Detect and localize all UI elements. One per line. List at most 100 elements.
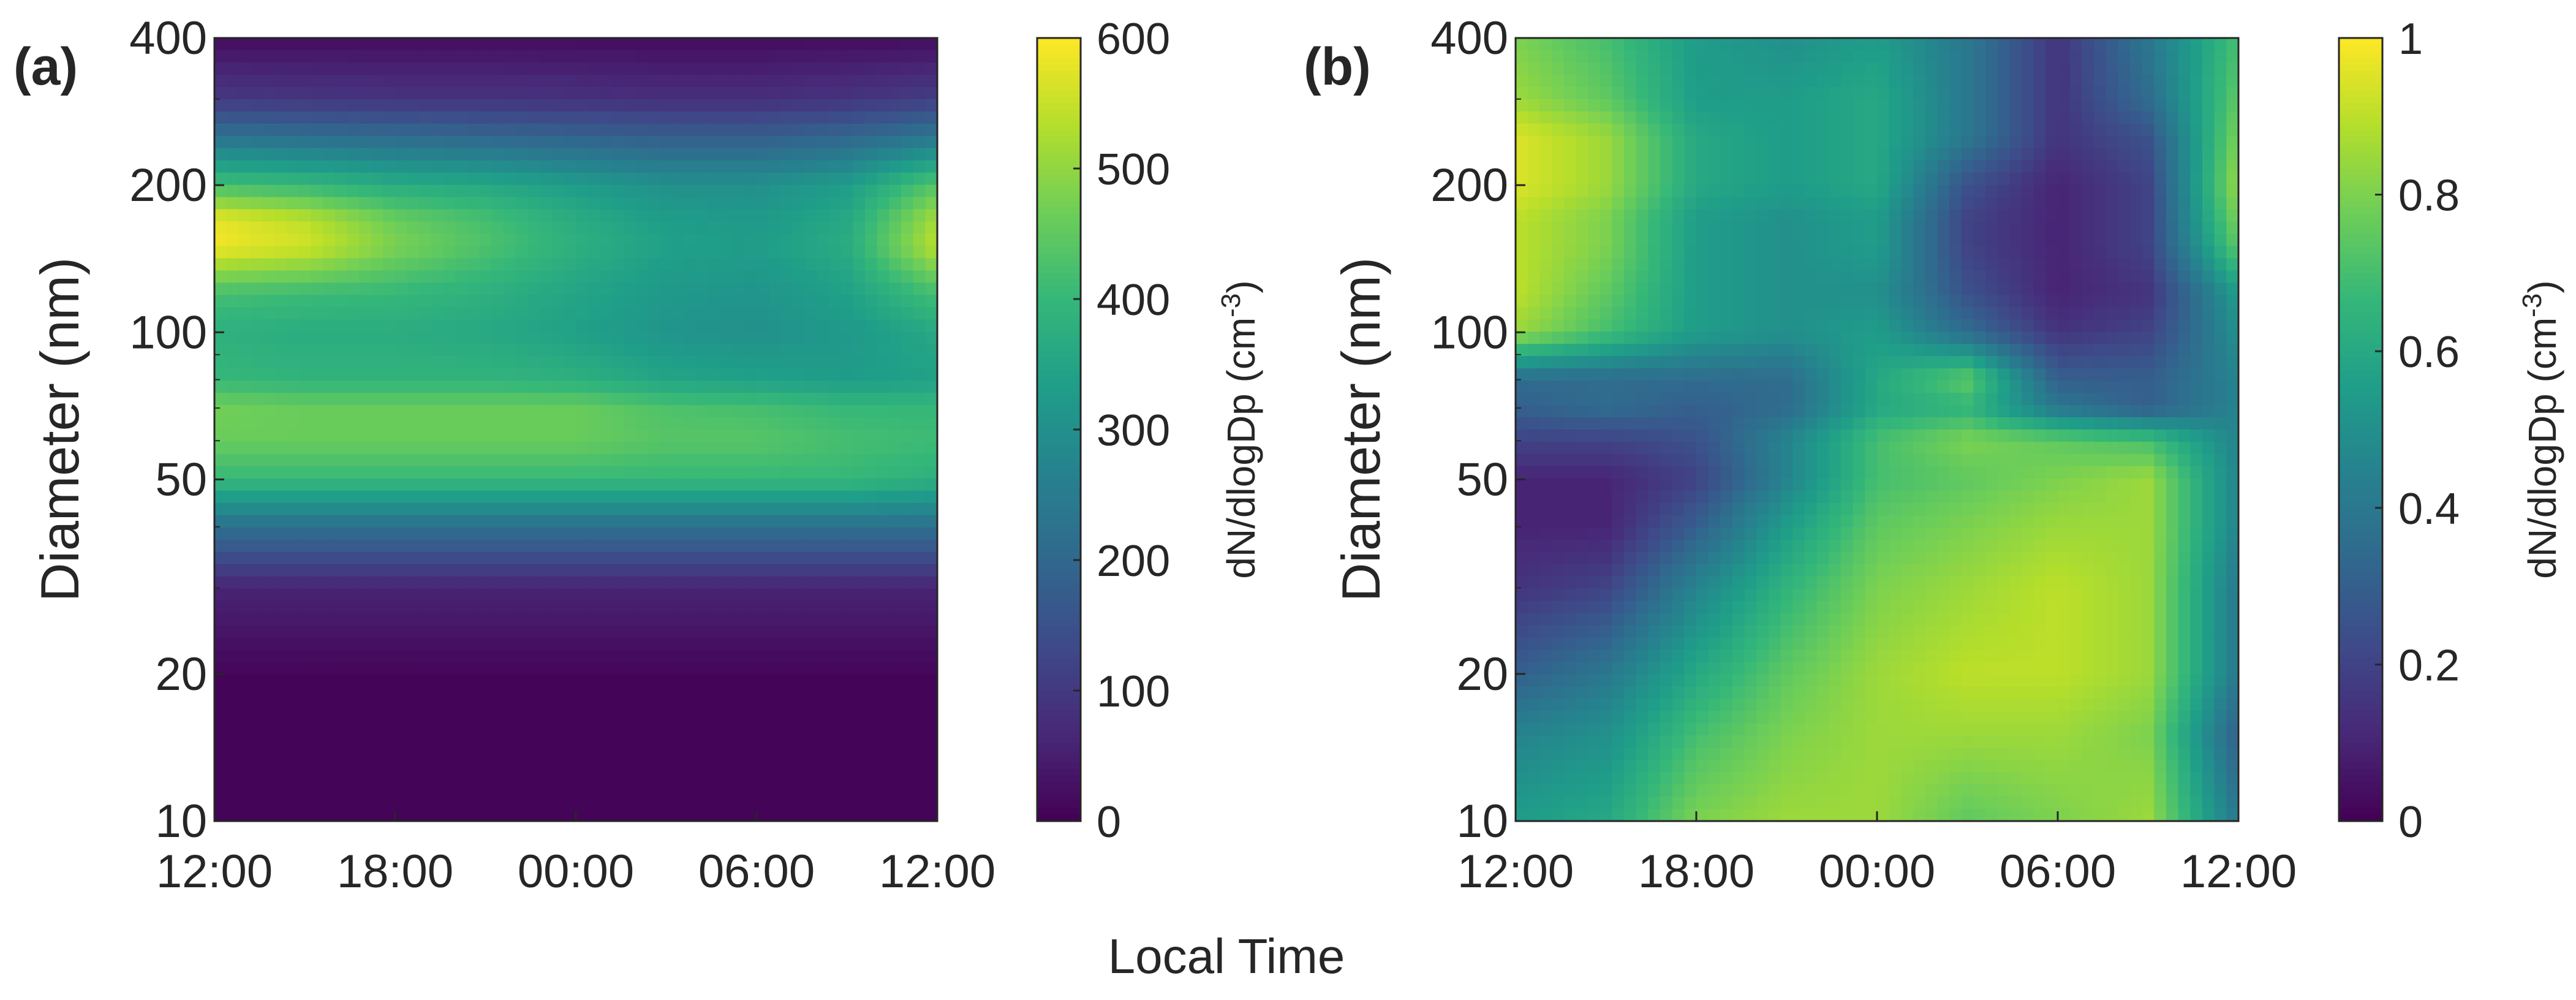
heatmap-cell: [612, 613, 625, 626]
heatmap-cell: [1901, 221, 1914, 235]
heatmap-cell: [419, 466, 432, 479]
heatmap-cell: [407, 600, 420, 614]
heatmap-cell: [901, 674, 914, 688]
heatmap-cell: [226, 748, 240, 760]
heatmap-cell: [624, 331, 637, 345]
heatmap-cell: [732, 625, 746, 638]
heatmap-cell: [576, 588, 589, 602]
heatmap-cell: [467, 405, 480, 418]
heatmap-cell: [780, 50, 793, 63]
heatmap-cell: [1973, 86, 1986, 100]
heatmap-cell: [840, 478, 854, 491]
heatmap-cell: [757, 307, 769, 320]
heatmap-cell: [660, 233, 673, 247]
heatmap-cell: [768, 356, 782, 369]
panel-label-a: (a): [13, 37, 78, 96]
heatmap-cell: [732, 784, 746, 797]
heatmap-cell: [660, 748, 673, 760]
heatmap-cell: [2009, 209, 2022, 222]
heatmap-cell: [323, 233, 336, 247]
heatmap-cell: [913, 650, 926, 663]
heatmap-cell: [226, 148, 240, 161]
heatmap-cell: [587, 221, 601, 235]
colorbar-label-a: dN/dlogDp (cm-3): [1216, 280, 1263, 578]
heatmap-cell: [600, 527, 613, 540]
heatmap-cell: [371, 551, 384, 565]
heatmap-cell: [913, 784, 926, 797]
heatmap-cell: [2214, 160, 2227, 173]
heatmap-cell: [744, 539, 757, 553]
heatmap-cell: [527, 527, 540, 540]
heatmap-cell: [1744, 197, 1758, 210]
heatmap-cell: [371, 184, 384, 198]
heatmap-cell: [443, 184, 456, 198]
heatmap-cell: [913, 502, 926, 516]
heatmap-cell: [744, 356, 757, 369]
heatmap-cell: [527, 307, 540, 320]
heatmap-cell: [540, 760, 553, 773]
heatmap-cell: [817, 258, 829, 271]
heatmap-cell: [334, 62, 348, 75]
heatmap-cell: [708, 270, 721, 284]
heatmap-cell: [564, 662, 576, 675]
heatmap-cell: [1696, 123, 1709, 137]
heatmap-cell: [1853, 86, 1866, 100]
heatmap-cell: [648, 723, 661, 737]
heatmap-cell: [371, 625, 384, 638]
heatmap-cell: [371, 123, 384, 137]
heatmap-cell: [383, 381, 396, 393]
heatmap-cell: [2154, 74, 2167, 88]
heatmap-cell: [407, 50, 420, 63]
heatmap-cell: [612, 148, 625, 161]
heatmap-cell: [455, 172, 468, 186]
heatmap-cell: [1792, 148, 1805, 161]
heatmap-cell: [696, 686, 709, 700]
heatmap-cell: [564, 600, 576, 614]
colorbar-segment: [1037, 344, 1081, 352]
colorbar-label-end-a: ): [1219, 280, 1263, 293]
heatmap-cell: [804, 527, 818, 540]
heatmap-cell: [455, 478, 468, 491]
heatmap-cell: [504, 809, 516, 822]
heatmap-cell: [817, 637, 829, 651]
heatmap-cell: [323, 748, 336, 760]
heatmap-cell: [2178, 148, 2191, 161]
heatmap-cell: [431, 674, 444, 688]
heatmap-cell: [2009, 111, 2022, 124]
heatmap-cell: [298, 723, 312, 737]
heatmap-cell: [696, 123, 709, 137]
heatmap-cell: [274, 258, 287, 271]
heatmap-cell: [865, 270, 878, 284]
heatmap-cell: [696, 295, 709, 308]
heatmap-cell: [214, 307, 227, 320]
heatmap-cell: [251, 760, 263, 773]
heatmap-cell: [274, 797, 287, 809]
heatmap-cell: [865, 784, 878, 797]
heatmap-cell: [1925, 209, 1938, 222]
heatmap-cell: [298, 430, 312, 442]
heatmap-cell: [744, 233, 757, 247]
heatmap-cell: [1744, 135, 1758, 149]
heatmap-cell: [214, 393, 227, 406]
heatmap-cell: [467, 539, 480, 553]
heatmap-cell: [1660, 135, 1673, 149]
heatmap-cell: [1937, 197, 1950, 210]
heatmap-cell: [551, 430, 565, 442]
heatmap-cell: [901, 735, 914, 748]
heatmap-cell: [1816, 99, 1830, 112]
heatmap-cell: [1792, 135, 1805, 149]
heatmap-cell: [877, 650, 890, 663]
heatmap-cell: [877, 111, 890, 124]
heatmap-cell: [298, 650, 312, 663]
heatmap-cell: [527, 441, 540, 455]
heatmap-cell: [214, 331, 227, 345]
heatmap-cell: [551, 307, 565, 320]
heatmap-cell: [684, 748, 697, 760]
heatmap-cell: [395, 246, 408, 259]
heatmap-cell: [708, 748, 721, 760]
heatmap-cell: [744, 551, 757, 565]
heatmap-cell: [2022, 135, 2034, 149]
heatmap-cell: [1985, 197, 1998, 210]
heatmap-cell: [624, 441, 637, 455]
heatmap-cell: [564, 674, 576, 688]
